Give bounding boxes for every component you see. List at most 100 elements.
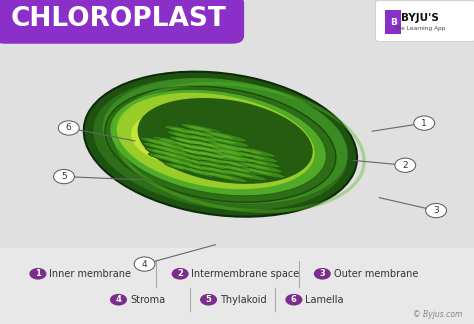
Ellipse shape <box>200 166 245 177</box>
Ellipse shape <box>150 145 174 151</box>
Ellipse shape <box>183 130 228 141</box>
Ellipse shape <box>176 153 221 164</box>
Circle shape <box>426 203 447 218</box>
Ellipse shape <box>218 150 243 156</box>
Ellipse shape <box>198 160 243 172</box>
Circle shape <box>172 268 189 280</box>
Ellipse shape <box>212 152 257 163</box>
Ellipse shape <box>174 147 219 158</box>
Ellipse shape <box>211 148 257 160</box>
Ellipse shape <box>195 155 240 167</box>
Circle shape <box>58 121 79 135</box>
Text: Thylakoid: Thylakoid <box>220 295 266 305</box>
Text: 4: 4 <box>142 260 147 269</box>
Ellipse shape <box>195 156 240 167</box>
Ellipse shape <box>204 163 229 168</box>
Ellipse shape <box>209 144 254 155</box>
Ellipse shape <box>237 148 262 154</box>
Ellipse shape <box>183 168 229 179</box>
Text: The Learning App: The Learning App <box>394 26 446 31</box>
Ellipse shape <box>238 162 283 173</box>
Ellipse shape <box>180 149 205 155</box>
Ellipse shape <box>219 165 264 176</box>
Text: B: B <box>390 17 397 27</box>
Ellipse shape <box>162 158 207 169</box>
Ellipse shape <box>167 132 212 143</box>
Ellipse shape <box>166 155 191 160</box>
Ellipse shape <box>199 152 224 158</box>
Ellipse shape <box>164 163 210 174</box>
Ellipse shape <box>152 137 197 148</box>
Ellipse shape <box>221 170 267 181</box>
FancyBboxPatch shape <box>0 0 244 44</box>
Ellipse shape <box>181 124 226 135</box>
Ellipse shape <box>202 131 247 142</box>
Ellipse shape <box>190 170 215 176</box>
FancyBboxPatch shape <box>385 10 401 34</box>
Ellipse shape <box>179 157 224 168</box>
Ellipse shape <box>160 153 205 164</box>
Circle shape <box>200 294 217 306</box>
Ellipse shape <box>164 126 210 137</box>
Ellipse shape <box>162 157 207 169</box>
Ellipse shape <box>210 147 255 158</box>
Ellipse shape <box>228 171 253 177</box>
Ellipse shape <box>200 166 245 177</box>
Ellipse shape <box>173 133 198 139</box>
Ellipse shape <box>164 149 189 155</box>
Text: 5: 5 <box>206 295 211 304</box>
Ellipse shape <box>226 166 250 172</box>
Ellipse shape <box>192 150 238 161</box>
Ellipse shape <box>174 147 219 158</box>
Ellipse shape <box>176 152 221 163</box>
Ellipse shape <box>240 168 286 179</box>
Ellipse shape <box>181 163 226 174</box>
Ellipse shape <box>169 160 193 166</box>
Ellipse shape <box>185 159 210 165</box>
Ellipse shape <box>214 154 259 165</box>
Ellipse shape <box>84 72 357 217</box>
Ellipse shape <box>202 131 247 142</box>
Ellipse shape <box>141 138 186 149</box>
Text: 4: 4 <box>116 295 121 304</box>
Text: Outer membrane: Outer membrane <box>334 269 418 279</box>
Ellipse shape <box>194 142 219 147</box>
Ellipse shape <box>202 172 248 183</box>
Ellipse shape <box>186 134 231 145</box>
Ellipse shape <box>238 161 283 173</box>
Ellipse shape <box>207 142 252 153</box>
Ellipse shape <box>171 142 216 153</box>
Ellipse shape <box>173 147 219 158</box>
Circle shape <box>29 268 46 280</box>
Ellipse shape <box>191 145 236 156</box>
Ellipse shape <box>207 141 252 152</box>
Ellipse shape <box>164 164 210 175</box>
Text: 2: 2 <box>177 269 183 278</box>
Circle shape <box>285 294 302 306</box>
Ellipse shape <box>205 136 250 147</box>
Ellipse shape <box>223 161 248 167</box>
Ellipse shape <box>171 142 216 153</box>
Circle shape <box>54 169 74 184</box>
Ellipse shape <box>192 151 238 162</box>
Ellipse shape <box>173 147 219 158</box>
Ellipse shape <box>178 144 203 149</box>
Ellipse shape <box>93 78 347 210</box>
Text: 3: 3 <box>319 269 325 278</box>
Ellipse shape <box>221 169 267 180</box>
Text: Intermembrane space: Intermembrane space <box>191 269 300 279</box>
Ellipse shape <box>193 151 238 162</box>
FancyBboxPatch shape <box>375 1 474 41</box>
Ellipse shape <box>230 146 276 157</box>
Ellipse shape <box>217 159 262 170</box>
Circle shape <box>110 294 127 306</box>
Ellipse shape <box>195 142 219 147</box>
Ellipse shape <box>152 150 177 156</box>
Ellipse shape <box>169 137 214 148</box>
Text: 2: 2 <box>402 161 408 170</box>
Ellipse shape <box>161 144 186 150</box>
Ellipse shape <box>219 154 244 159</box>
Ellipse shape <box>188 140 233 151</box>
Ellipse shape <box>190 145 235 156</box>
Ellipse shape <box>152 137 197 148</box>
